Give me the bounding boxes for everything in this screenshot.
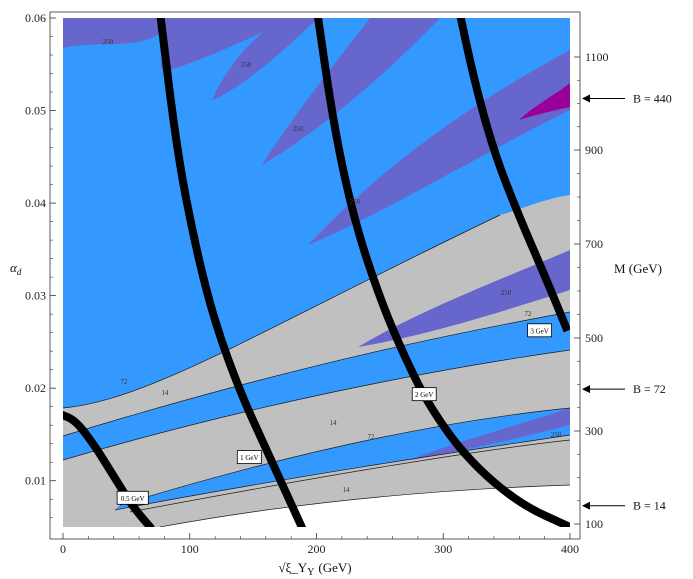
- contour-value-label: 250: [103, 38, 114, 46]
- svg-text:3 GeV: 3 GeV: [530, 327, 548, 335]
- b-label: B = 440: [633, 92, 672, 106]
- contour-value-label: 250: [241, 61, 252, 69]
- contour-line: [119, 407, 570, 506]
- contour-value-label: 14: [343, 486, 351, 494]
- svg-text:0.5 GeV: 0.5 GeV: [121, 495, 145, 503]
- y2-tick-label: 700: [585, 237, 603, 251]
- region-250-band-2: [212, 18, 318, 100]
- mass-curve: [314, 18, 570, 527]
- mass-label: 0.5 GeV: [116, 490, 149, 505]
- y2-tick-label: 300: [585, 424, 603, 438]
- y2-tick-label: 1100: [585, 50, 609, 64]
- x-axis: 0 100 200 300 400: [60, 533, 579, 556]
- svg-text:1 GeV: 1 GeV: [240, 454, 258, 462]
- contour-value-label: 72: [525, 310, 533, 318]
- region-14-72-lower: [115, 440, 570, 527]
- mass-labels: 0.5 GeV 1 GeV 2 GeV 3 GeV: [116, 323, 552, 505]
- contour-line: [114, 434, 570, 511]
- region-250-band-6: [410, 408, 570, 460]
- mass-curves: [63, 18, 570, 527]
- region-72-250-upper: [63, 18, 570, 408]
- y-tick-label: 0.02: [25, 381, 46, 395]
- y2-tick-label: 500: [585, 331, 603, 345]
- contour-labels: 250 250 250 250 250 250 72 72 14 14 72 14: [103, 38, 562, 494]
- y2-tick-label: 900: [585, 143, 603, 157]
- y-axis-title: αd: [10, 260, 22, 277]
- y-tick-label: 0.01: [25, 474, 46, 488]
- contour-line: [63, 349, 570, 461]
- mass-curve: [156, 18, 307, 527]
- x-tick-label: 300: [434, 542, 452, 556]
- mass-label: 1 GeV: [236, 450, 262, 464]
- contour-regions: [63, 18, 570, 527]
- mass-label: 3 GeV: [527, 323, 552, 338]
- x-tick-label: 0: [60, 542, 66, 556]
- svg-text:2 GeV: 2 GeV: [415, 391, 433, 399]
- y2-axis-title: M (GeV): [614, 261, 662, 276]
- contour-value-label: 72: [121, 378, 129, 386]
- y-axis: 0.01 0.02 0.03 0.04 0.05 0.06: [25, 11, 56, 519]
- y2-tick-label: 100: [585, 517, 603, 531]
- region-gt440: [519, 83, 570, 120]
- mass-label: 2 GeV: [411, 387, 437, 402]
- x-tick-label: 100: [181, 542, 199, 556]
- contour-line: [63, 311, 570, 437]
- contour-value-label: 250: [293, 125, 304, 133]
- b-label: B = 72: [633, 382, 666, 396]
- contour-line: [129, 439, 570, 513]
- y2-axis: 100 300 500 700 900 1100: [574, 50, 609, 531]
- contour-value-label: 72: [368, 433, 376, 441]
- y-tick-label: 0.03: [25, 289, 46, 303]
- b-markers: B = 440 B = 72 B = 14: [582, 92, 672, 513]
- contour-value-label: 14: [162, 389, 170, 397]
- b-label: B = 14: [633, 499, 666, 513]
- contour-line: [159, 484, 570, 527]
- x-axis-title: √ξ_YY (GeV): [278, 560, 351, 578]
- region-250-band-1: [160, 18, 290, 71]
- region-250-band-3: [262, 18, 440, 165]
- region-250-top-left: [63, 18, 160, 48]
- x-tick-label: 200: [308, 542, 326, 556]
- y-tick-label: 0.05: [25, 104, 46, 118]
- contour-value-label: 250: [551, 431, 562, 439]
- y-tick-label: 0.04: [25, 196, 46, 210]
- mass-curve: [456, 18, 570, 333]
- contour-value-label: 250: [501, 289, 512, 297]
- region-250-band-5: [358, 250, 570, 347]
- region-250-band-4: [308, 50, 570, 245]
- contour-value-label: 14: [330, 419, 338, 427]
- x-tick-label: 400: [561, 542, 579, 556]
- contour-value-label: 250: [350, 198, 361, 206]
- y-tick-label: 0.06: [25, 11, 46, 25]
- plot-frame: [49, 11, 581, 540]
